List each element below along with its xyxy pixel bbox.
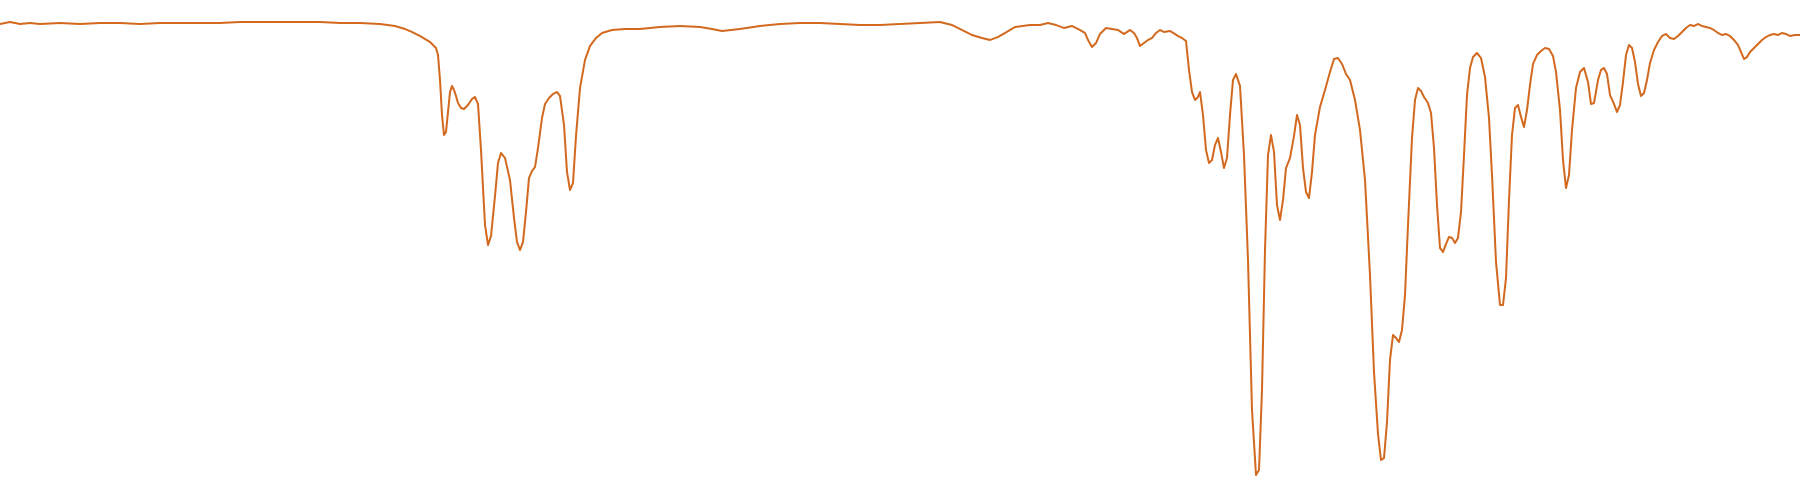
series-line-0 xyxy=(0,21,1800,476)
